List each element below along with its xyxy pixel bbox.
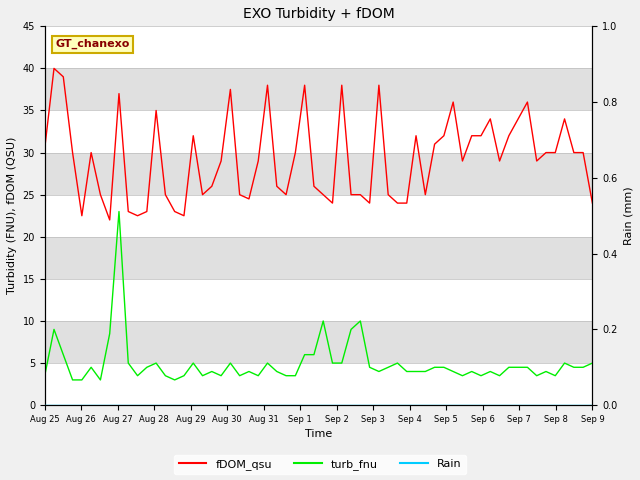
Bar xyxy=(45,153,593,195)
Title: EXO Turbidity + fDOM: EXO Turbidity + fDOM xyxy=(243,7,394,21)
Y-axis label: Turbidity (FNU), fDOM (QSU): Turbidity (FNU), fDOM (QSU) xyxy=(7,137,17,294)
X-axis label: Time: Time xyxy=(305,430,332,440)
Y-axis label: Rain (mm): Rain (mm) xyxy=(623,186,633,245)
Legend: fDOM_qsu, turb_fnu, Rain: fDOM_qsu, turb_fnu, Rain xyxy=(174,455,466,474)
Bar xyxy=(45,321,593,363)
Text: GT_chanexo: GT_chanexo xyxy=(56,39,130,49)
Bar xyxy=(45,68,593,110)
Bar xyxy=(45,237,593,279)
